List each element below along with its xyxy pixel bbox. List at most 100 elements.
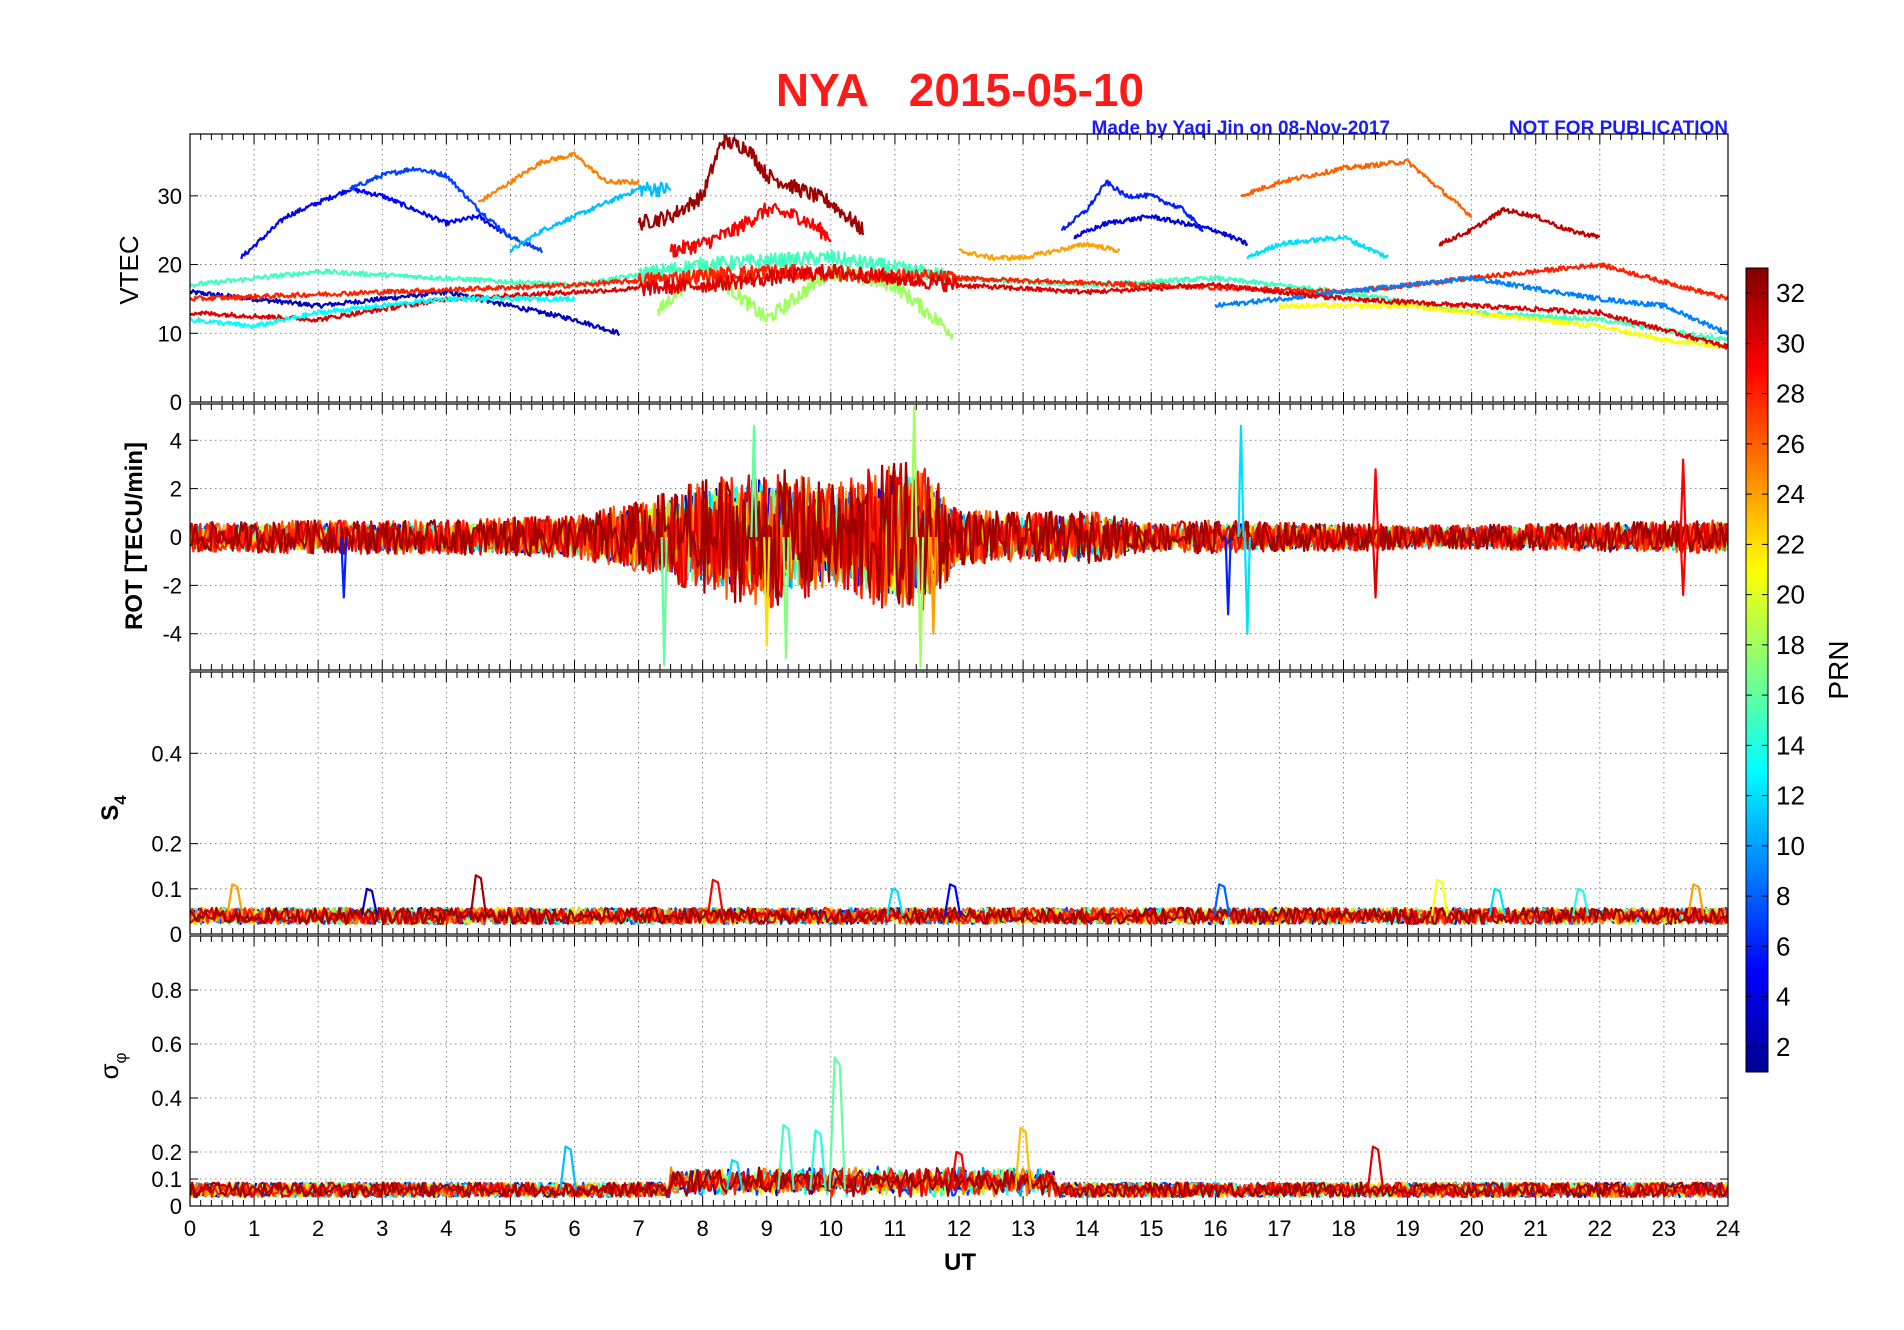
colorbar-tick-label: 32: [1776, 278, 1805, 308]
credit-text: Made by Yaqi Jin on 08-Nov-2017: [1092, 118, 1390, 139]
colorbar-tick-label: 8: [1776, 881, 1790, 911]
rot-spike: [929, 536, 938, 635]
colorbar-tick-label: 24: [1776, 479, 1805, 509]
publication-notice: NOT FOR PUBLICATION: [1509, 118, 1728, 139]
svg-text:S4: S4: [97, 795, 130, 821]
y-tick-label: 0.8: [151, 978, 182, 1003]
x-tick-label: 17: [1267, 1216, 1291, 1241]
rot-spike: [750, 424, 758, 538]
data-layer: [190, 874, 1728, 926]
colorbar: [1745, 267, 1769, 1073]
chart-title: NYA 2015-05-10: [776, 64, 1144, 116]
rot-axis-label: ROT [TECU/min]: [121, 442, 148, 630]
sigma_phi-peak: [725, 1159, 744, 1191]
y-tick-label: 0: [170, 922, 182, 947]
S4-peak: [1430, 878, 1449, 917]
colorbar-label: PRN: [1823, 640, 1854, 699]
vtec-series-prn-21: [1278, 302, 1728, 350]
S4-peak: [226, 883, 244, 917]
S4-peak: [469, 874, 488, 917]
x-tick-label: 24: [1716, 1216, 1740, 1241]
y-tick-label: 30: [158, 184, 182, 209]
colorbar-tick-label: 20: [1776, 580, 1805, 610]
rot-spike: [1237, 424, 1245, 538]
rot-spike: [660, 536, 668, 667]
vtec-series-prn-4: [1073, 214, 1249, 247]
rot-spike: [782, 536, 790, 660]
rot-spike: [1371, 468, 1380, 538]
colorbar-tick-label: 2: [1776, 1032, 1790, 1062]
y-tick-label: 0.1: [151, 877, 182, 902]
x-tick-label: 12: [947, 1216, 971, 1241]
x-tick-label: 13: [1011, 1216, 1035, 1241]
x-tick-label: 6: [568, 1216, 580, 1241]
vtec-series-prn-12: [1246, 234, 1389, 260]
panel-frame: [189, 133, 1729, 403]
colorbar-tick-label: 28: [1776, 379, 1805, 409]
x-tick-label: 14: [1075, 1216, 1099, 1241]
sigma_phi-peak: [777, 1123, 795, 1190]
S4-peak: [1488, 887, 1507, 917]
colorbar-tick-label: 22: [1776, 529, 1805, 559]
vtec-series-prn-11: [509, 181, 672, 254]
sigma_phi-peak: [950, 1150, 968, 1190]
y-tick-label: 0: [170, 390, 182, 415]
vtec-series-prn-24: [958, 241, 1121, 262]
title-station: NYA: [776, 64, 869, 116]
rot-spike: [910, 405, 918, 538]
x-tick-label: 4: [440, 1216, 452, 1241]
y-tick-label: 2: [170, 477, 182, 502]
y-tick-label: 20: [158, 253, 182, 278]
vtec-series-prn-6: [1060, 179, 1204, 233]
sigma_phi-peak: [828, 1056, 847, 1190]
x-tick-label: 16: [1203, 1216, 1227, 1241]
rot-spike: [916, 536, 925, 669]
y-tick-label: -4: [162, 622, 182, 647]
x-tick-label: 7: [632, 1216, 644, 1241]
vtec-series-prn-32: [637, 134, 864, 236]
sigma-phi-panel: 00.10.2 0.4 0.6 0.8: [151, 935, 1729, 1219]
rot-spike: [1224, 536, 1232, 616]
colorbar-tick-label: 14: [1776, 730, 1805, 760]
y-tick-label: 4: [170, 428, 182, 453]
y-tick-label: 0.1: [151, 1167, 182, 1192]
sigma_phi-peak: [559, 1145, 577, 1190]
S4-series-prn-32: [190, 906, 1728, 926]
x-tick-label: 23: [1652, 1216, 1676, 1241]
colorbar-tick-label: 12: [1776, 781, 1805, 811]
vtec-series-prn-29: [669, 202, 832, 258]
colorbar-tick-label: 10: [1776, 831, 1805, 861]
S4-peak: [1687, 883, 1705, 917]
title-date: 2015-05-10: [909, 64, 1144, 116]
colorbar-tick-label: 6: [1776, 931, 1790, 961]
sigma_phi-series-prn-32: [190, 1166, 1728, 1199]
sigma_phi-peak: [809, 1129, 827, 1190]
x-tick-label: 20: [1459, 1216, 1483, 1241]
vtec-series-prn-31: [1438, 206, 1601, 247]
S4-peak: [360, 887, 379, 917]
rot-spike: [1243, 536, 1252, 635]
x-tick-label: 19: [1395, 1216, 1419, 1241]
s4-axis-label: S4: [97, 795, 130, 821]
rot-spike: [340, 536, 348, 599]
vtec-series-prn-25: [477, 151, 640, 203]
x-axis-label: UT: [944, 1249, 976, 1276]
rot-spike: [1679, 458, 1687, 538]
data-layer: [190, 405, 1728, 669]
panel-frame: [189, 403, 1729, 671]
y-tick-label: 0: [170, 1194, 182, 1219]
y-tick-label: 0.4: [151, 1086, 182, 1111]
x-tick-label: 22: [1588, 1216, 1612, 1241]
colorbar-tick-label: 16: [1776, 680, 1805, 710]
y-tick-label: 0.2: [151, 1140, 182, 1165]
x-tick-label: 5: [504, 1216, 516, 1241]
rot-series-prn-32: [190, 461, 1728, 606]
x-tick-label: 2: [312, 1216, 324, 1241]
y-tick-label: -2: [162, 573, 182, 598]
sigma_phi-peak: [1366, 1145, 1385, 1190]
vtec-series-prn-7: [349, 166, 544, 254]
x-tick-label: 8: [697, 1216, 709, 1241]
panel-frame: [189, 671, 1729, 935]
colorbar-tick-label: 4: [1776, 982, 1790, 1012]
